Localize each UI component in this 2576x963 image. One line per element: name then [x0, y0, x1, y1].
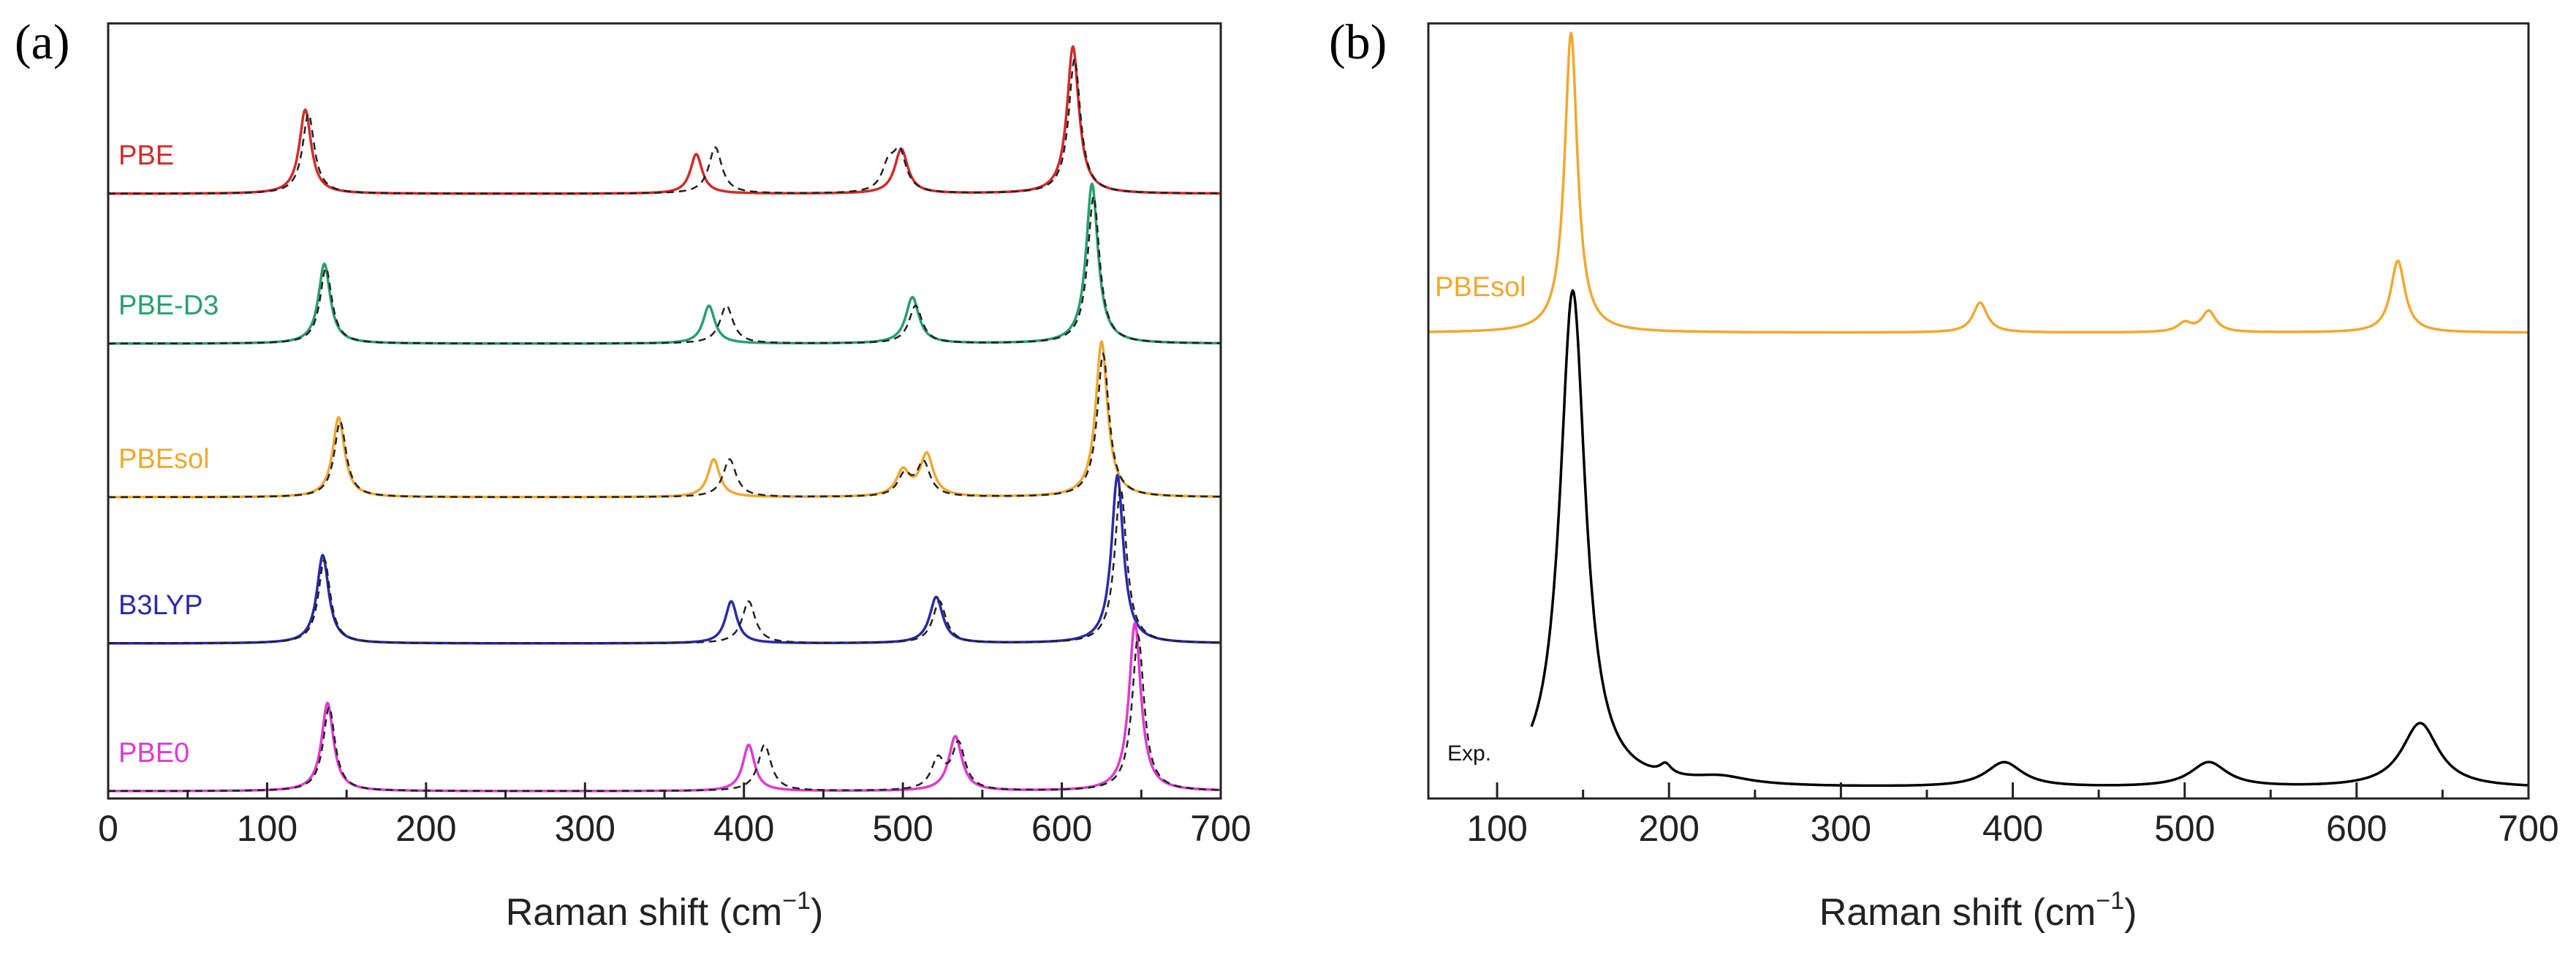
panel-b-tick-label: 100: [1466, 808, 1527, 849]
panel-b-series-labels: PBEsol Exp.: [1435, 272, 1526, 766]
panel-b-tick-label: 400: [1982, 808, 2043, 849]
reference-line-pbe: [108, 57, 1221, 195]
series-label-pbe-d3: PBE-D3: [118, 290, 219, 321]
panel-b-tick-label: 500: [2154, 808, 2215, 849]
panel-b-series-group: [1428, 31, 2529, 788]
panel-b: (b) 100 200 300 400 500 600 700 PBEsol Exp. Ram…: [1329, 14, 2559, 934]
panel-a-tick-label: 500: [872, 808, 933, 849]
panel-a-tick-label: 600: [1031, 808, 1092, 849]
reference-line-pbesol: [108, 352, 1221, 499]
series-line-pbe0: [107, 622, 1221, 793]
panel-a: (a) 0 100 200 300 400 500 600 700 PBE PBE-D3 PBEs…: [15, 14, 1251, 934]
panel-b-tick-label: 600: [2326, 808, 2387, 849]
reference-line-pbe-d3: [108, 194, 1221, 345]
panel-a-series-labels: PBE PBE-D3 PBEsol B3LYP PBE0: [118, 140, 219, 768]
panel-a-x-ticks: 0 100 200 300 400 500 600 700: [98, 782, 1251, 849]
panel-a-tick-label: 100: [237, 808, 298, 849]
panel-b-x-axis-title: Raman shift (cm−1): [1819, 887, 2137, 934]
panel-a-tick-label: 300: [555, 808, 615, 849]
series-line-pbesol: [107, 340, 1221, 499]
panel-a-series-group: [107, 45, 1221, 793]
series-label-pbesol: PBEsol: [118, 444, 210, 475]
panel-b-x-ticks: 100 200 300 400 500 600 700: [1466, 782, 2559, 849]
series-label-pbe: PBE: [118, 140, 174, 171]
panel-a-tick-label: 200: [395, 808, 456, 849]
reference-line-b3lyp: [108, 485, 1221, 645]
series-label-b3lyp: B3LYP: [118, 590, 202, 621]
panel-a-tick-label: 400: [713, 808, 774, 849]
panel-a-tick-label: 700: [1190, 808, 1251, 849]
panel-a-tick-label: 0: [98, 808, 118, 849]
panel-b-tick-label: 300: [1811, 808, 1871, 849]
panel-a-plot-frame: [107, 22, 1222, 800]
panel-b-tick-label: 200: [1639, 808, 1700, 849]
panel-b-tick-label: 700: [2498, 808, 2558, 849]
series-line-pbe: [107, 45, 1221, 195]
series-line-pbe-d3: [107, 182, 1221, 345]
reference-line-pbe0: [107, 632, 1221, 793]
series-label-exp-: Exp.: [1447, 741, 1491, 766]
series-line-pbesol: [1428, 31, 2529, 334]
panel-a-label: (a): [15, 14, 69, 69]
panel-b-plot-frame: [1427, 22, 2530, 800]
panel-a-x-axis-title: Raman shift (cm−1): [506, 887, 824, 934]
series-label-pbesol: PBEsol: [1435, 272, 1526, 303]
panel-b-label: (b): [1329, 14, 1387, 69]
series-line-exp-: [1530, 289, 2529, 788]
series-line-b3lyp: [107, 474, 1221, 645]
series-label-pbe0: PBE0: [118, 738, 189, 768]
